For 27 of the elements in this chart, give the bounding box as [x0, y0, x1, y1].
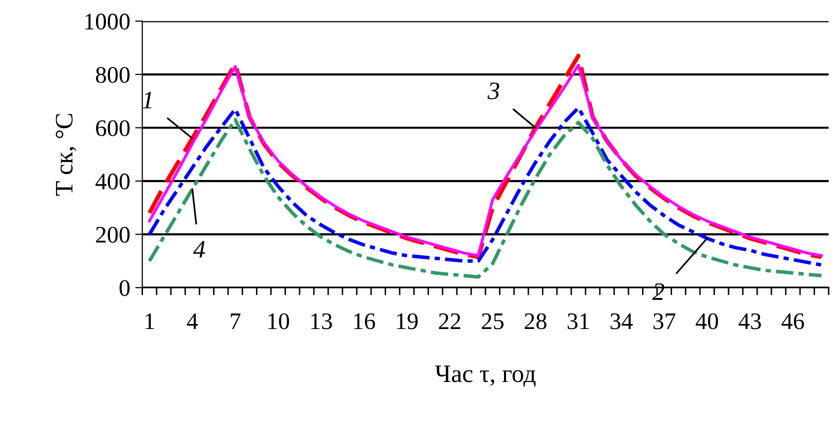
- x-tick-label: 10: [268, 313, 290, 330]
- annotation: 4: [193, 241, 205, 258]
- x-tick-label: 46: [782, 313, 804, 330]
- x-tick-label: 13: [311, 313, 332, 330]
- x-tick-label: 43: [738, 313, 761, 330]
- x-tick-label: 34: [610, 313, 633, 330]
- x-tick-label: 40: [696, 313, 718, 330]
- x-tick-label: 31: [568, 313, 589, 330]
- annotation: 3: [488, 82, 500, 100]
- y-tick-label: 200: [96, 226, 130, 243]
- y-tick-label: 1000: [85, 14, 130, 30]
- y-tick-label: 400: [96, 174, 130, 190]
- x-tick-label: 22: [438, 313, 460, 330]
- annotation: 2: [652, 283, 664, 300]
- y-tick-label: 600: [96, 120, 130, 136]
- y-tick-label: 800: [96, 66, 130, 83]
- x-tick-label: 37: [654, 313, 676, 330]
- x-tick-label: 4: [186, 313, 198, 330]
- x-axis-title: Час τ, год: [435, 366, 536, 387]
- x-tick-label: 25: [482, 313, 504, 330]
- x-tick-label: 1: [146, 313, 154, 330]
- y-tick-label: 0: [120, 280, 130, 296]
- y-axis-title: T ск, °C: [56, 114, 76, 196]
- x-tick-label: 16: [354, 313, 376, 330]
- x-tick-label: 7: [230, 314, 240, 330]
- x-tick-label: 19: [397, 313, 418, 330]
- x-tick-label: 28: [524, 313, 546, 330]
